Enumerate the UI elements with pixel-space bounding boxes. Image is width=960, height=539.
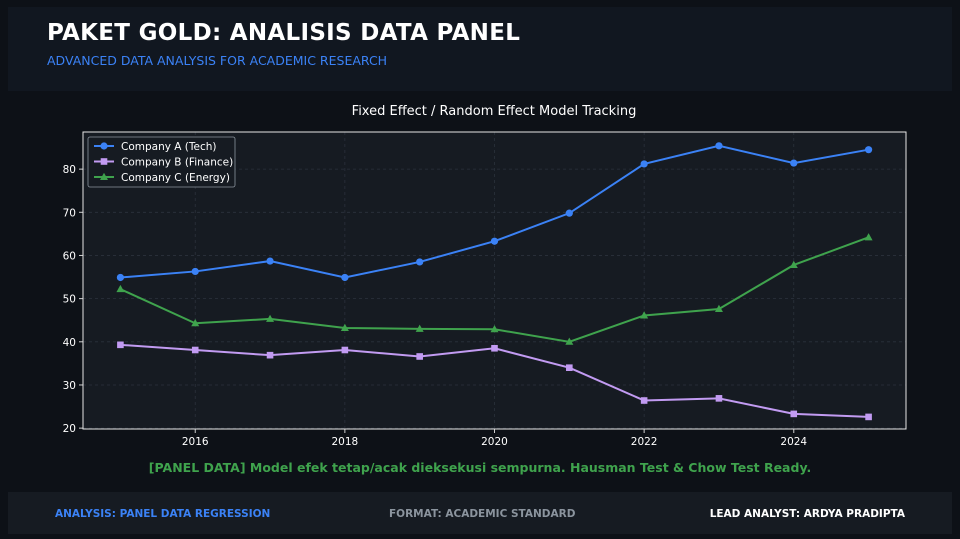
data-point [566, 364, 573, 372]
x-tick-label: 2020 [481, 436, 508, 448]
y-tick-label: 80 [63, 164, 76, 176]
x-tick-label: 2016 [182, 436, 209, 448]
status-footnote: [PANEL DATA] Model efek tetap/acak dieks… [148, 460, 812, 475]
data-point [565, 209, 573, 217]
y-tick-label: 50 [63, 294, 76, 306]
legend-marker [100, 172, 108, 180]
data-point [790, 159, 798, 167]
plot-frame [82, 131, 907, 430]
page-title: PAKET GOLD: ANALISIS DATA PANEL [47, 20, 521, 46]
y-tick-label: 70 [63, 207, 76, 219]
chart-title: Fixed Effect / Random Effect Model Track… [351, 104, 637, 119]
data-point [790, 410, 798, 418]
data-point [715, 142, 723, 150]
data-point [266, 351, 274, 359]
data-point [191, 319, 200, 327]
data-point [341, 273, 349, 282]
legend-label: Company A (Tech) [121, 141, 217, 153]
data-point [789, 260, 798, 268]
data-point [490, 325, 499, 333]
data-point [416, 258, 424, 266]
x-tick-label: 2022 [631, 436, 658, 448]
footer-analysis-label: ANALYSIS: PANEL DATA REGRESSION [55, 508, 271, 520]
x-tick-label: 2018 [331, 436, 358, 448]
data-point [340, 323, 349, 331]
x-tick-label: 2024 [780, 436, 807, 448]
footer-bar: ANALYSIS: PANEL DATA REGRESSION FORMAT: … [8, 492, 952, 534]
y-tick-label: 60 [63, 250, 76, 262]
data-point [116, 284, 125, 293]
data-point [715, 395, 723, 402]
data-point [865, 413, 872, 421]
data-point [266, 257, 274, 265]
data-point [266, 314, 275, 322]
page-subtitle: ADVANCED DATA ANALYSIS FOR ACADEMIC RESE… [47, 53, 388, 68]
data-point [415, 324, 424, 332]
data-point [864, 146, 873, 154]
data-point [416, 353, 423, 360]
data-point [640, 397, 648, 404]
data-point [341, 346, 349, 354]
legend-marker [100, 158, 108, 165]
data-point [491, 344, 498, 352]
footer-format-label: FORMAT: ACADEMIC STANDARD [389, 508, 576, 520]
y-tick-label: 30 [63, 380, 76, 392]
header-banner [8, 7, 952, 91]
legend-marker [100, 142, 108, 150]
y-tick-label: 40 [63, 337, 76, 349]
data-point [191, 267, 199, 276]
legend-label: Company B (Finance) [121, 157, 233, 169]
y-tick-label: 20 [63, 423, 76, 435]
data-point [640, 311, 649, 319]
footer-analyst-label: LEAD ANALYST: ARDYA PRADIPTA [709, 508, 905, 520]
data-point [714, 304, 723, 312]
data-point [191, 346, 199, 354]
legend-box [87, 136, 236, 188]
data-point [864, 233, 873, 241]
data-point [640, 160, 648, 168]
data-point [117, 341, 124, 349]
data-point [565, 337, 574, 345]
legend-label: Company C (Energy) [121, 172, 230, 184]
data-point [490, 237, 499, 245]
data-point [116, 273, 125, 282]
